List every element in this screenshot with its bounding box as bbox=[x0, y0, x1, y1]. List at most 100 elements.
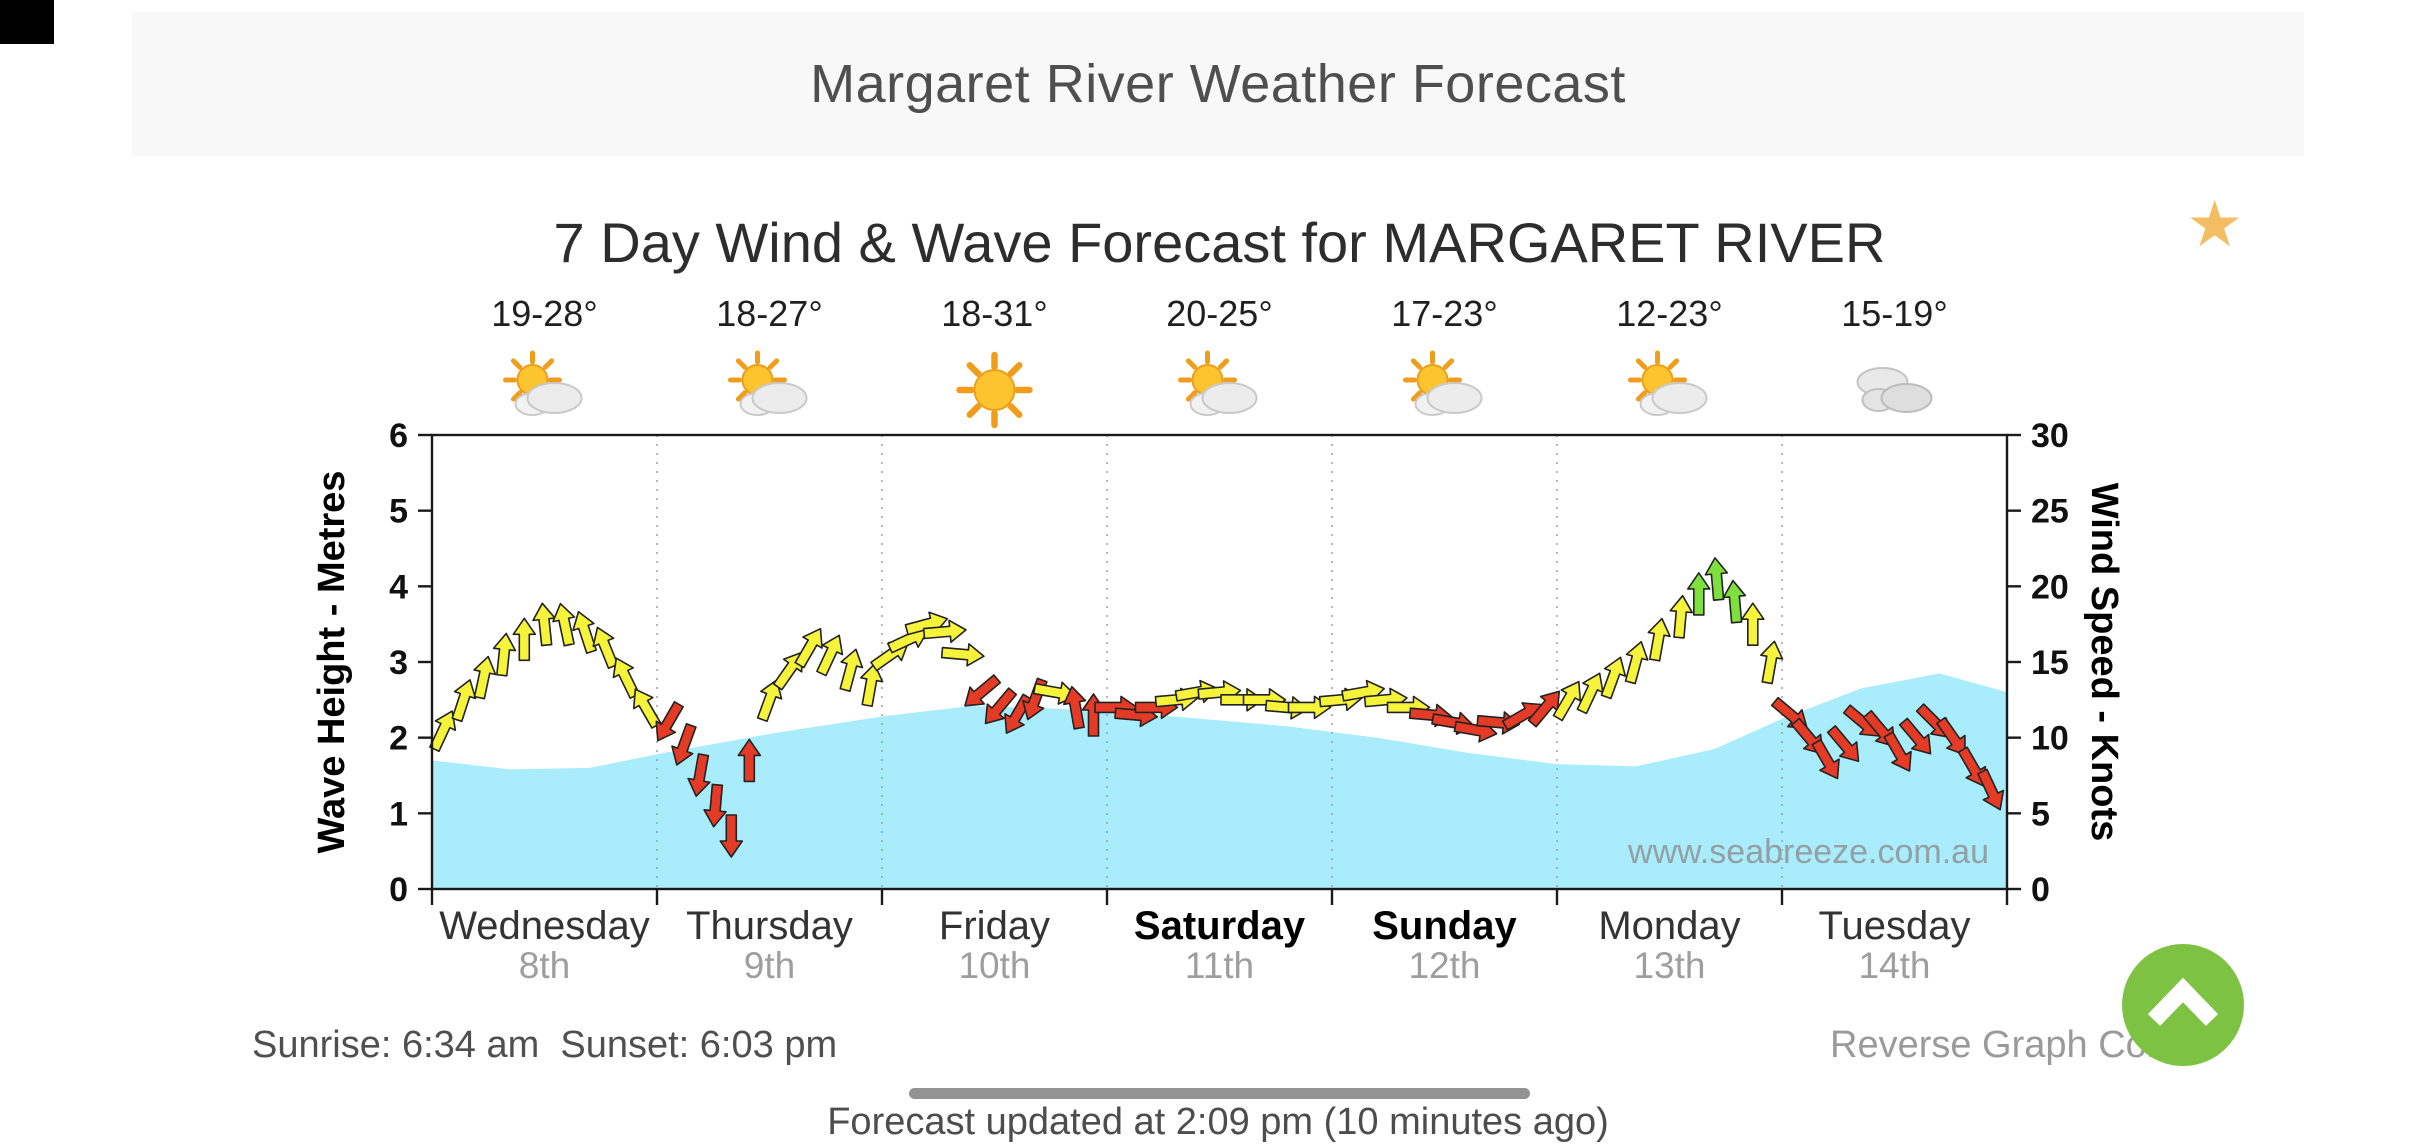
wind-arrow bbox=[816, 634, 844, 677]
sun-ray bbox=[1185, 358, 1198, 370]
wind-arrow bbox=[984, 687, 1018, 725]
day-date: 11th bbox=[1185, 945, 1254, 986]
day-date: 14th bbox=[1858, 945, 1930, 986]
wind-arrow bbox=[512, 617, 537, 662]
wind-arrow bbox=[940, 643, 985, 667]
sun-ray bbox=[1410, 358, 1423, 370]
page-title: Margaret River Weather Forecast bbox=[810, 54, 1626, 114]
wind-arrow bbox=[473, 655, 497, 700]
day-temp-range: 12-23° bbox=[1616, 293, 1722, 334]
wind-arrow bbox=[1898, 717, 1932, 755]
sunrise-sunset-text: Sunrise: 6:34 am Sunset: 6:03 pm bbox=[252, 1024, 838, 1066]
wind-arrow bbox=[860, 663, 884, 708]
wave-height-area bbox=[432, 673, 2007, 889]
sun-ray bbox=[1667, 358, 1680, 370]
wind-arrow bbox=[1032, 681, 1077, 705]
wind-arrow bbox=[492, 632, 517, 677]
wind-arrow bbox=[572, 610, 598, 655]
wind-arrow bbox=[1826, 725, 1860, 763]
wind-arrow bbox=[1977, 768, 2005, 811]
horizontal-scrollbar[interactable] bbox=[909, 1088, 1530, 1099]
page-header: Margaret River Weather Forecast bbox=[132, 12, 2304, 156]
right-axis-tick-label: 20 bbox=[2031, 568, 2069, 606]
sun-ray bbox=[1410, 390, 1423, 402]
left-axis-tick-label: 4 bbox=[389, 568, 408, 606]
wind-arrow bbox=[1811, 738, 1840, 780]
sun-ray bbox=[1007, 403, 1023, 418]
wind-arrow bbox=[839, 648, 864, 692]
sun-disc bbox=[973, 369, 1016, 411]
partly-cloudy-icon bbox=[1403, 350, 1483, 416]
left-axis-tick-label: 3 bbox=[389, 644, 408, 682]
wind-arrow bbox=[1552, 680, 1582, 722]
scroll-to-top-button[interactable] bbox=[2122, 944, 2244, 1066]
wind-arrow bbox=[756, 679, 783, 723]
cloudy-icon bbox=[1856, 367, 1933, 413]
chevron-up-icon bbox=[2147, 977, 2219, 1026]
cloud-puff bbox=[751, 382, 808, 414]
day-label: Saturday bbox=[1134, 904, 1306, 948]
sun-ray bbox=[1442, 358, 1455, 370]
sun-ray bbox=[966, 362, 982, 377]
wind-arrow bbox=[1741, 602, 1765, 647]
day-label: Monday bbox=[1598, 904, 1740, 948]
wind-arrow bbox=[794, 627, 823, 669]
left-axis-tick-label: 5 bbox=[389, 493, 408, 531]
day-date: 8th bbox=[519, 945, 570, 986]
screen-corner-artifact bbox=[0, 0, 54, 44]
left-axis-tick-label: 2 bbox=[389, 720, 408, 758]
left-axis-tick-label: 6 bbox=[389, 417, 408, 455]
cloud-puff bbox=[1201, 382, 1258, 414]
day-temp-range: 18-31° bbox=[941, 293, 1047, 334]
wind-arrow bbox=[671, 722, 697, 766]
right-axis-tick-label: 5 bbox=[2031, 795, 2050, 833]
wind-arrow bbox=[1760, 640, 1784, 685]
day-label: Thursday bbox=[686, 904, 853, 948]
sun-ray bbox=[1217, 358, 1230, 370]
day-date: 10th bbox=[958, 945, 1030, 986]
sun-ray bbox=[966, 403, 982, 418]
partly-cloudy-icon bbox=[503, 350, 583, 416]
day-temp-range: 17-23° bbox=[1391, 293, 1497, 334]
day-date: 13th bbox=[1633, 945, 1705, 986]
sun-ray bbox=[735, 358, 748, 370]
wind-arrow bbox=[1647, 617, 1671, 662]
day-temp-range: 19-28° bbox=[491, 293, 597, 334]
wind-arrow bbox=[964, 674, 1002, 707]
left-axis-title: Wave Height - Metres bbox=[311, 471, 353, 854]
sun-ray bbox=[1635, 390, 1648, 402]
right-axis-tick-label: 30 bbox=[2031, 417, 2069, 455]
wind-arrow bbox=[922, 619, 967, 644]
sun-ray bbox=[767, 358, 780, 370]
partly-cloudy-icon bbox=[728, 350, 808, 416]
right-axis-tick-label: 0 bbox=[2031, 871, 2050, 909]
wind-arrow bbox=[1669, 594, 1693, 639]
wind-arrow bbox=[451, 679, 477, 723]
sun-ray bbox=[510, 390, 523, 402]
day-temp-range: 20-25° bbox=[1166, 293, 1272, 334]
day-date: 12th bbox=[1408, 945, 1480, 986]
sun-ray bbox=[1007, 362, 1023, 377]
wind-arrow bbox=[1600, 656, 1627, 700]
forecast-updated-text: Forecast updated at 2:09 pm (10 minutes … bbox=[827, 1101, 1609, 1143]
wind-arrow bbox=[703, 783, 727, 828]
wind-arrow bbox=[1883, 731, 1912, 772]
left-axis-tick-label: 1 bbox=[389, 795, 408, 833]
wind-arrow bbox=[719, 814, 744, 858]
wind-arrow bbox=[429, 710, 457, 753]
wind-arrow bbox=[552, 602, 576, 647]
right-axis-tick-label: 25 bbox=[2031, 493, 2069, 531]
day-label: Tuesday bbox=[1819, 904, 1971, 948]
partly-cloudy-icon bbox=[1628, 350, 1708, 416]
right-axis-title: Wind Speed - Knots bbox=[2083, 483, 2125, 842]
wind-arrow bbox=[655, 701, 684, 742]
watermark-text: www.seabreeze.com.au bbox=[1627, 833, 1989, 871]
favorite-star-icon[interactable]: ★ bbox=[2186, 188, 2244, 260]
day-label: Friday bbox=[939, 904, 1050, 948]
reverse-graph-colours-container: Reverse Graph Colours bbox=[1830, 1024, 2170, 1072]
reverse-graph-colours-link[interactable]: Reverse Graph Colours bbox=[1830, 1024, 2170, 1066]
sunny-icon bbox=[956, 351, 1033, 429]
sun-ray bbox=[510, 358, 523, 370]
wind-arrow-series bbox=[429, 557, 2005, 858]
